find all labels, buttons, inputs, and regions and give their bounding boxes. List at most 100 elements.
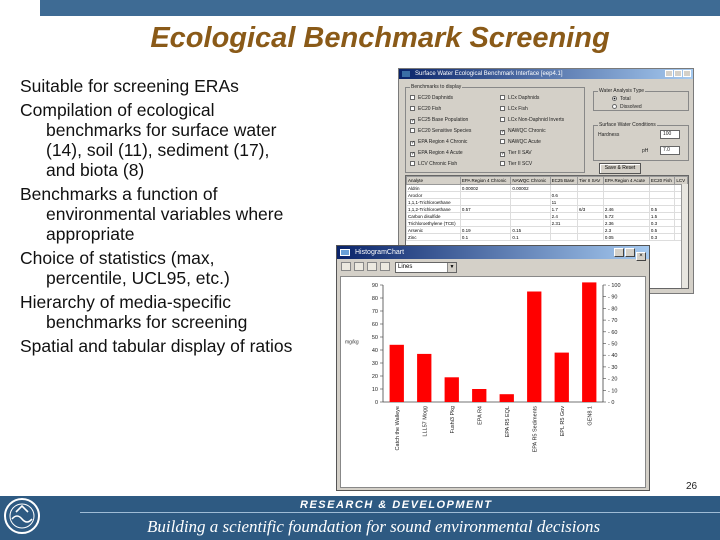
checkbox-box[interactable] (410, 95, 415, 100)
left-tick-label: 40 (372, 348, 378, 354)
table-row[interactable]: Arsenic 0.19 0.15 2.3 0.5 (406, 226, 688, 234)
table-row[interactable]: 1,1,2-Trichloroethane 0.57 1.7 6/3 2.46 0.5 (406, 205, 688, 213)
chevron-down-icon[interactable]: ▼ (447, 263, 456, 272)
radio-dot[interactable] (612, 96, 617, 101)
benchmark-checkbox[interactable]: Tier II SCV (500, 161, 532, 167)
options-icon[interactable] (367, 262, 377, 271)
checkbox-box[interactable] (410, 128, 415, 133)
table-cell (549, 226, 579, 234)
export-icon[interactable] (380, 262, 390, 271)
table-header-cell[interactable]: EC25 Base (549, 176, 579, 185)
table-cell: 5.72 (602, 212, 650, 220)
table-cell: 1,1,2-Trichloroethane (406, 205, 461, 213)
table-header-cell[interactable]: Tier II SAV (577, 176, 604, 185)
save-reset-button[interactable]: Save & Reset (599, 163, 641, 174)
table-row[interactable]: Trichloroethylene (TCE) 2.31 2.36 0.3 (406, 219, 688, 227)
checkbox-box[interactable] (500, 152, 505, 157)
bar (389, 344, 404, 402)
table-header-cell[interactable]: EPA Region 4 Acute (602, 176, 650, 185)
histogram-minimize-button[interactable] (614, 248, 624, 257)
table-cell: 1,1,1-Trichloroethane (406, 198, 461, 206)
table-row[interactable]: Aldrin 0.00002 0.00002 (406, 184, 688, 192)
benchmark-checkbox[interactable]: LCV Chronic Fish (410, 161, 457, 167)
table-cell (510, 191, 551, 199)
radio-label: Dissolved (620, 104, 642, 110)
table-row[interactable]: Aroclor 0.6 (406, 191, 688, 199)
benchmark-checkbox[interactable]: EPA Region 4 Chronic (410, 139, 467, 146)
chart-style-value: Lines (398, 264, 413, 270)
benchmark-checkbox[interactable]: LCx Non-Daphnid Inverts (500, 117, 564, 123)
ph-input[interactable]: 7.0 (660, 146, 680, 155)
table-header-cell[interactable]: NAWQC Chronic (510, 176, 551, 185)
benchmark-checkbox[interactable]: EC20 Fish (410, 106, 441, 112)
histogram-window-titlebar[interactable]: HistogramChart × (337, 246, 649, 261)
checkbox-box[interactable] (500, 130, 505, 135)
chart-style-select[interactable]: Lines ▼ (395, 262, 457, 273)
checkbox-box[interactable] (500, 161, 505, 166)
benchmark-checkbox[interactable]: EC20 Daphnids (410, 95, 453, 101)
table-cell (648, 191, 676, 199)
right-tick-label: - 70 (608, 318, 617, 324)
table-header-cell[interactable]: EPA Region 4 Chronic (459, 176, 512, 185)
table-row[interactable]: 1,1,1-Trichloroethane 11 (406, 198, 688, 206)
checkbox-box[interactable] (410, 141, 415, 146)
benchmark-checkbox[interactable]: EC20 Sensitive Species (410, 128, 471, 134)
table-cell: 1.7 (549, 205, 579, 213)
checkbox-box[interactable] (410, 106, 415, 111)
checkbox-label: LCV Chronic Fish (418, 161, 458, 167)
table-cell: 0.3 (648, 219, 676, 227)
bullet-text: benchmarks for screening (46, 312, 248, 332)
checkbox-box[interactable] (500, 117, 505, 122)
checkbox-label: LCx Daphnids (508, 95, 540, 101)
table-cell (459, 219, 512, 227)
maximize-button[interactable] (674, 70, 682, 77)
radio-dot[interactable] (612, 104, 617, 109)
checkbox-box[interactable] (410, 152, 415, 157)
checkbox-box[interactable] (410, 161, 415, 166)
bar (554, 352, 569, 402)
table-header-cell[interactable]: EC20 Fish (648, 176, 676, 185)
checkbox-label: EC25 Base Population (418, 117, 469, 123)
checkbox-box[interactable] (500, 139, 505, 144)
right-tick-label: - 30 (608, 365, 617, 371)
table-row[interactable]: Zinc 0.1 0.1 0.05 0.3 (406, 233, 688, 241)
benchmark-checkbox[interactable]: NAWQC Chronic (500, 128, 546, 135)
histogram-maximize-button[interactable] (625, 248, 635, 257)
histogram-close-button[interactable]: × (636, 252, 646, 261)
print-icon[interactable] (341, 262, 351, 271)
minimize-button[interactable] (665, 70, 673, 77)
checkbox-label: EPA Region 4 Chronic (418, 139, 468, 145)
table-row[interactable]: Carbon disulfide 2.4 5.72 1.5 (406, 212, 688, 220)
checkbox-box[interactable] (500, 95, 505, 100)
left-tick-label: 0 (375, 400, 378, 406)
checkbox-box[interactable] (410, 119, 415, 124)
right-tick-label: - 100 (608, 283, 621, 289)
bar (417, 353, 432, 402)
checkbox-box[interactable] (500, 106, 505, 111)
benchmark-checkbox[interactable]: LCx Daphnids (500, 95, 539, 101)
table-cell: 0.5 (648, 226, 676, 234)
table-scrollbar[interactable] (681, 184, 688, 288)
copy-icon[interactable] (354, 262, 364, 271)
left-tick-label: 60 (372, 322, 378, 328)
checkbox-label: NAWQC Chronic (508, 128, 546, 134)
hardness-input[interactable]: 100 (660, 130, 680, 139)
benchmark-checkbox[interactable]: LCx Fish (500, 106, 528, 112)
table-cell: 11 (549, 198, 579, 206)
benchmark-checkbox[interactable]: NAWQC Acute (500, 139, 541, 145)
table-cell (549, 184, 579, 192)
table-cell (577, 219, 604, 227)
conditions-group-label: Surface Water Conditions (598, 122, 657, 128)
analysis-radio[interactable]: Dissolved (612, 104, 642, 110)
close-button[interactable] (683, 70, 691, 77)
benchmark-checkbox[interactable]: EC25 Base Population (410, 117, 468, 124)
bullet-text: Compilation of ecological (20, 100, 215, 120)
table-cell (602, 191, 650, 199)
table-header-cell[interactable]: Analyte (406, 176, 461, 185)
analysis-radio[interactable]: Total (612, 96, 631, 102)
left-tick-label: 90 (372, 283, 378, 289)
benchmark-window-titlebar[interactable]: Surface Water Ecological Benchmark Inter… (399, 69, 693, 79)
histogram-svg: mg/kg 0 10 20 30 40 50 60 70 80 90 - 0 - 10 - 20 - 30 -… (345, 282, 621, 452)
benchmark-checkbox[interactable]: EPA Region 4 Acute (410, 150, 463, 157)
benchmark-checkbox[interactable]: Tier II SAV (500, 150, 532, 157)
